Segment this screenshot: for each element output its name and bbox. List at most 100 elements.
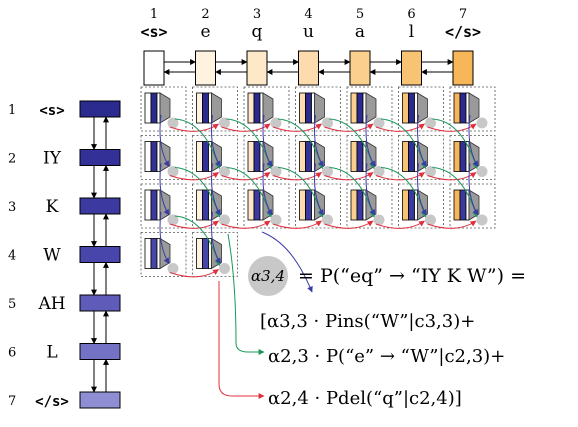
cell-target-strip xyxy=(253,92,261,124)
cell-border xyxy=(398,135,444,180)
deletion-arrow xyxy=(324,123,374,132)
cell-gap xyxy=(156,238,161,269)
lattice-cell xyxy=(243,86,290,132)
deletion-arrow xyxy=(427,220,477,229)
cell-target-strip xyxy=(202,238,209,269)
equation-callouts xyxy=(218,231,313,399)
cell-source-strip xyxy=(299,141,306,172)
alpha-node-label: α3,4 xyxy=(251,267,285,285)
cell-border xyxy=(398,86,444,132)
cell-source-strip xyxy=(196,238,203,269)
source-token: e xyxy=(200,22,210,42)
cell-border xyxy=(192,86,238,132)
lattice-cell xyxy=(295,135,341,180)
cell-target-strip xyxy=(150,189,158,221)
target-state-box xyxy=(79,391,121,409)
target-token: K xyxy=(46,197,59,217)
alpha-node xyxy=(373,166,385,177)
cell-border xyxy=(192,183,238,229)
cell-border xyxy=(192,232,238,277)
deletion-arrow xyxy=(221,172,271,181)
cell-border xyxy=(449,86,496,132)
cell-source-strip xyxy=(350,92,358,124)
cell-target-strip xyxy=(356,141,364,172)
insertion-arrow xyxy=(262,163,273,216)
row-index: 7 xyxy=(8,394,16,409)
lattice-cell xyxy=(140,232,187,277)
source-state-box xyxy=(349,50,371,86)
deletion-arrow xyxy=(221,220,271,229)
cell-projection xyxy=(159,92,171,124)
cell-projection xyxy=(365,92,377,124)
source-token: <s> xyxy=(140,23,167,41)
target-token: AH xyxy=(37,294,65,314)
alpha-node xyxy=(322,117,333,129)
alpha-node xyxy=(167,117,179,129)
insertion-arrow xyxy=(314,163,324,216)
equation-line-0: = P(“eq” → “IY K W”) = xyxy=(298,265,526,287)
column-index: 4 xyxy=(304,7,312,22)
lattice-cell xyxy=(449,135,496,180)
deletion-arrow xyxy=(324,220,374,229)
cell-target-strip xyxy=(305,92,312,124)
source-state-box xyxy=(401,50,422,86)
insertion-arrow xyxy=(262,114,273,168)
alpha-node xyxy=(219,263,230,274)
cell-source-strip xyxy=(402,189,409,221)
alpha-node xyxy=(425,166,436,177)
cell-gap xyxy=(156,141,161,172)
equation-line-2: α2,3 · P(“e” → “W”|c2,3)+ xyxy=(268,346,505,367)
cell-source-strip xyxy=(350,189,358,221)
deletion-arrow xyxy=(169,172,220,181)
cell-border xyxy=(295,183,341,229)
deletion-arrow xyxy=(272,123,323,132)
cell-source-strip xyxy=(299,189,306,221)
cell-source-strip xyxy=(350,141,358,172)
target-token: IY xyxy=(43,149,62,169)
lattice-cell xyxy=(140,135,187,180)
target-token: W xyxy=(43,246,61,266)
cell-target-strip xyxy=(408,141,415,172)
lattice-cell xyxy=(140,183,187,229)
cell-source-strip xyxy=(247,141,255,172)
deletion-arrow xyxy=(375,172,426,181)
cell-border xyxy=(346,86,393,132)
cell-gap xyxy=(208,92,212,124)
cell-target-strip xyxy=(459,189,467,221)
cell-gap xyxy=(414,92,418,124)
insertion-arrow xyxy=(468,163,479,216)
lattice-cell xyxy=(346,86,393,132)
row-index: 2 xyxy=(8,152,16,167)
target-encoder: 1 <s> 2 IY 3 K 4 W 5 AH 6 L 7 </s> xyxy=(8,100,121,410)
column-index: 1 xyxy=(150,7,158,22)
cell-border xyxy=(140,135,187,180)
alpha-node xyxy=(270,166,282,177)
cell-source-strip xyxy=(144,238,152,269)
source-state-box xyxy=(298,50,319,86)
insertion-arrow xyxy=(417,114,427,168)
insertion-arrow xyxy=(159,114,170,168)
cell-target-strip xyxy=(356,189,364,221)
insertion-arrow xyxy=(417,163,427,216)
lattice-cell xyxy=(192,135,238,180)
alpha-node xyxy=(373,117,385,129)
alpha-node xyxy=(373,214,385,226)
cell-border xyxy=(398,183,444,229)
insertion-arrow xyxy=(159,211,170,265)
alpha-node xyxy=(476,214,488,226)
lattice-cell xyxy=(346,183,393,229)
column-index: 3 xyxy=(253,7,261,22)
cell-source-strip xyxy=(453,141,461,172)
cell-target-strip xyxy=(202,189,209,221)
column-index: 5 xyxy=(356,7,364,22)
cell-target-strip xyxy=(305,189,312,221)
cell-border xyxy=(346,183,393,229)
source-state-box xyxy=(195,50,216,86)
cell-source-strip xyxy=(196,92,203,124)
equation-line-3: α2,4 · Pdel(“q”|c2,4)] xyxy=(268,388,462,409)
cell-source-strip xyxy=(144,189,152,221)
alpha-node xyxy=(167,263,179,274)
cell-source-strip xyxy=(196,189,203,221)
cell-target-strip xyxy=(459,92,467,124)
deletion-arrow xyxy=(324,172,374,181)
